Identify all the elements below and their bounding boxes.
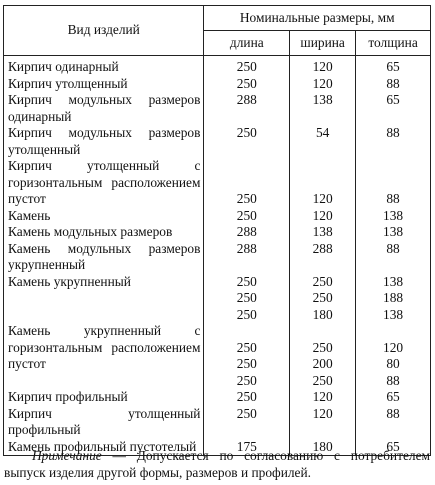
dim-width-cell: 250 bbox=[289, 339, 357, 356]
dim-width-cell: 250 bbox=[289, 273, 357, 290]
table-row: Кирпич одинарный 250 120 65 bbox=[2, 55, 431, 76]
table-row: 250 250 120 bbox=[4, 339, 431, 356]
header-length: длина bbox=[203, 30, 291, 56]
dim-width-cell: 200 bbox=[289, 356, 357, 373]
item-name-cell: Камень bbox=[2, 207, 205, 224]
table-row: Кирпич профильный 250 120 65 bbox=[2, 389, 431, 406]
item-name-cell: Камень укрупненный bbox=[2, 273, 205, 323]
table-row: Камень укрупненный 250 250 138 bbox=[2, 273, 431, 323]
dim-length-cell: 250 bbox=[203, 372, 291, 389]
dim-thickness-cell: 138 bbox=[355, 273, 431, 290]
dim-thickness-cell: 65 bbox=[355, 438, 431, 456]
dim-thickness-cell: 120 bbox=[355, 339, 431, 356]
dim-thickness-cell: 188 bbox=[355, 290, 431, 307]
dim-thickness-cell: 88 bbox=[355, 75, 431, 92]
dim-length-cell: 250 bbox=[203, 55, 291, 76]
dim-width-cell: 138 bbox=[289, 92, 357, 125]
header-width: ширина bbox=[289, 30, 357, 56]
item-name-cell: Камень профильный пустотелый bbox=[2, 438, 205, 456]
table-row: 250 200 80 bbox=[4, 356, 431, 373]
item-name-cell: Кирпич утолщенный bbox=[2, 75, 205, 92]
dim-length-cell: 250 bbox=[203, 125, 291, 158]
dim-thickness-cell: 138 bbox=[355, 207, 431, 224]
dim-thickness-cell: 138 bbox=[355, 224, 431, 241]
item-name-cell: Кирпич модульных размеров утолщенный bbox=[2, 125, 205, 158]
table-row: 250 250 188 bbox=[4, 290, 431, 307]
dim-width-cell: 138 bbox=[289, 224, 357, 241]
table-row: Кирпич утолщенный профильный 250 120 88 bbox=[2, 405, 431, 439]
dim-length-cell: 250 bbox=[203, 273, 291, 290]
dim-thickness-cell: 65 bbox=[355, 92, 431, 125]
dim-length-cell: 250 bbox=[203, 356, 291, 373]
header-item-type: Вид изделий bbox=[2, 5, 205, 56]
dim-thickness-cell: 88 bbox=[355, 405, 431, 439]
dim-thickness-cell: 88 bbox=[355, 125, 431, 158]
table-row: Камень укрупненный с горизонтальным расп… bbox=[2, 323, 431, 389]
empty-cell bbox=[203, 323, 291, 340]
table-row: Камень профильный пустотелый 175 180 65 bbox=[2, 438, 431, 456]
header-thickness: толщина bbox=[355, 30, 431, 56]
dim-width-cell: 180 bbox=[289, 306, 357, 323]
table-row: Кирпич модульных размеров утолщенный 250 5… bbox=[2, 125, 431, 158]
dim-thickness-cell: 138 bbox=[355, 306, 431, 323]
item-name-cell: Кирпич модульных размеров одинарный bbox=[2, 92, 205, 125]
dim-length-cell: 250 bbox=[203, 75, 291, 92]
dim-width-cell: 250 bbox=[289, 372, 357, 389]
table-row: 250 180 138 bbox=[4, 306, 431, 323]
dim-length-cell: 250 bbox=[203, 158, 291, 208]
dim-length-cell: 288 bbox=[203, 240, 291, 274]
dim-width-cell: 250 bbox=[289, 290, 357, 307]
dim-width-cell: 120 bbox=[289, 405, 357, 439]
dim-width-cell: 180 bbox=[289, 438, 357, 456]
dim-width-cell: 120 bbox=[289, 389, 357, 406]
dim-length-cell: 250 bbox=[203, 306, 291, 323]
table-row: Камень модульных размеров 288 138 138 bbox=[2, 224, 431, 241]
table-row: Кирпич модульных размеров одинарный 288 13… bbox=[2, 92, 431, 125]
item-name-cell: Камень укрупненный с горизонтальным расп… bbox=[2, 323, 205, 389]
header-nominal-dimensions: Номинальные размеры, мм bbox=[203, 5, 431, 31]
dim-thickness-cell: 88 bbox=[355, 372, 431, 389]
item-name-cell: Кирпич утолщенный профильный bbox=[2, 405, 205, 439]
dim-width-cell: 120 bbox=[289, 75, 357, 92]
item-name-cell: Кирпич одинарный bbox=[2, 55, 205, 76]
dim-length-cell: 288 bbox=[203, 224, 291, 241]
item-name-cell: Кирпич утолщенный с горизонтальным распо… bbox=[2, 158, 205, 208]
dim-width-cell: 288 bbox=[289, 240, 357, 274]
dim-width-cell: 120 bbox=[289, 207, 357, 224]
dim-length-cell: 288 bbox=[203, 92, 291, 125]
dim-thickness-cell: 65 bbox=[355, 389, 431, 406]
dim-length-cell: 250 bbox=[203, 339, 291, 356]
table-row: Камень 250 120 138 bbox=[2, 207, 431, 224]
table-note: Примечание — Допускается по согласованию… bbox=[4, 447, 430, 481]
table-body: Кирпич одинарный 250 120 65 Кирпич утолщенны… bbox=[2, 55, 431, 456]
table-row: Камень модульных размеров укрупненный 288… bbox=[2, 240, 431, 274]
item-name-cell: Камень модульных размеров укрупненный bbox=[2, 240, 205, 274]
item-name-cell: Кирпич профильный bbox=[2, 389, 205, 406]
dim-thickness-cell: 88 bbox=[355, 240, 431, 274]
dim-length-cell: 250 bbox=[203, 405, 291, 439]
dim-width-cell: 120 bbox=[289, 55, 357, 76]
dim-thickness-cell: 88 bbox=[355, 158, 431, 208]
dim-thickness-cell: 80 bbox=[355, 356, 431, 373]
dim-length-cell: 250 bbox=[203, 290, 291, 307]
note-text: — Допускается по согласованию с потребит… bbox=[4, 448, 430, 480]
dim-length-cell: 250 bbox=[203, 207, 291, 224]
table-row: Кирпич утолщенный 250 120 88 bbox=[2, 75, 431, 92]
empty-cell bbox=[289, 323, 357, 340]
table-row: Кирпич утолщенный с горизонтальным распо… bbox=[2, 158, 431, 208]
dimensions-table: Вид изделий Номинальные размеры, мм длин… bbox=[2, 5, 431, 456]
empty-cell bbox=[355, 323, 431, 340]
dim-length-cell: 250 bbox=[203, 389, 291, 406]
note-label: Примечание bbox=[32, 448, 102, 463]
item-name-cell: Камень модульных размеров bbox=[2, 224, 205, 241]
dim-length-cell: 175 bbox=[203, 438, 291, 456]
dim-thickness-cell: 65 bbox=[355, 55, 431, 76]
dim-width-cell: 54 bbox=[289, 125, 357, 158]
table-row: 250 250 88 bbox=[4, 372, 431, 389]
dim-width-cell: 120 bbox=[289, 158, 357, 208]
